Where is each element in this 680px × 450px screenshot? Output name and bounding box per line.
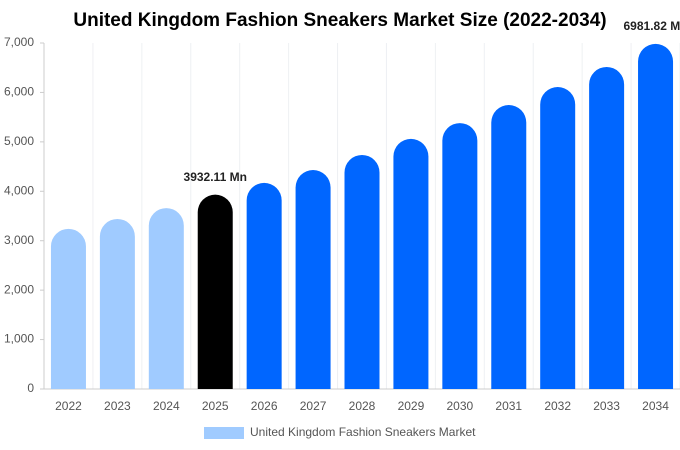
bar bbox=[491, 105, 527, 389]
x-tick-label: 2031 bbox=[495, 399, 522, 413]
legend-swatch bbox=[204, 427, 244, 439]
y-tick-label: 7,000 bbox=[4, 35, 34, 49]
y-tick-label: 2,000 bbox=[4, 282, 34, 296]
y-tick-label: 5,000 bbox=[4, 134, 34, 148]
x-tick-label: 2025 bbox=[202, 399, 229, 413]
bar bbox=[246, 182, 282, 389]
x-tick-label: 2022 bbox=[55, 399, 82, 413]
y-tick-label: 6,000 bbox=[4, 85, 34, 99]
bar bbox=[638, 43, 674, 389]
x-tick-label: 2029 bbox=[398, 399, 425, 413]
bar bbox=[99, 218, 135, 389]
y-tick-label: 0 bbox=[27, 381, 34, 395]
bar bbox=[442, 123, 478, 389]
x-tick-label: 2033 bbox=[593, 399, 620, 413]
value-label: 6981.82 Mn bbox=[624, 19, 680, 33]
bar bbox=[148, 208, 184, 389]
bar bbox=[344, 154, 380, 389]
bar bbox=[197, 194, 233, 389]
bar bbox=[540, 86, 576, 390]
value-label: 3932.11 Mn bbox=[184, 170, 247, 184]
y-tick-label: 1,000 bbox=[4, 332, 34, 346]
x-tick-label: 2034 bbox=[642, 399, 669, 413]
x-tick-label: 2024 bbox=[153, 399, 180, 413]
bar bbox=[295, 170, 331, 389]
x-tick-label: 2032 bbox=[544, 399, 571, 413]
x-tick-label: 2028 bbox=[349, 399, 376, 413]
chart-title: United Kingdom Fashion Sneakers Market S… bbox=[73, 10, 606, 31]
x-tick-label: 2026 bbox=[251, 399, 278, 413]
bar bbox=[50, 228, 86, 389]
y-tick-label: 4,000 bbox=[4, 183, 34, 197]
legend-label: United Kingdom Fashion Sneakers Market bbox=[250, 425, 476, 439]
x-tick-label: 2030 bbox=[446, 399, 473, 413]
y-tick-label: 3,000 bbox=[4, 233, 34, 247]
bar bbox=[393, 138, 429, 389]
x-tick-label: 2023 bbox=[104, 399, 131, 413]
x-tick-label: 2027 bbox=[300, 399, 327, 413]
bar bbox=[589, 66, 625, 390]
